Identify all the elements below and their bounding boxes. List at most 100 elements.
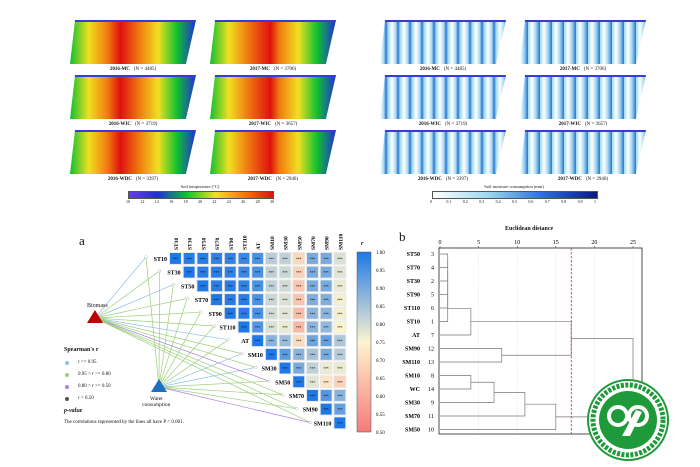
heatmap-cell [320, 335, 332, 347]
legend-entry: 0.95 > r >= 0.80 [78, 372, 111, 377]
significance-mark: *** [214, 284, 220, 289]
contour-panel [70, 20, 196, 64]
leaf-name: SM90 [405, 347, 420, 353]
significance-mark: *** [282, 284, 288, 289]
heatmap-cell [320, 294, 332, 305]
significance-mark: *** [241, 284, 247, 289]
panel-name: 2017-WIC [248, 122, 271, 127]
significance-mark: *** [214, 298, 220, 303]
panel-name: 2017-MC [249, 67, 270, 72]
x-tick-label: 15 [553, 240, 559, 246]
heatmap-cell [252, 266, 264, 278]
heatmap-cell [252, 294, 264, 305]
biomass-link [94, 317, 270, 382]
r-colorbar-tick: 0.60 [376, 395, 385, 400]
heatmap-cell [320, 376, 332, 388]
heatmap-cell [252, 307, 264, 319]
pvalue-note: The correlations represented by the line… [64, 420, 184, 425]
significance-mark: *** [228, 284, 234, 289]
leaf-id: 1 [431, 320, 434, 326]
leaf-name: SM30 [405, 401, 420, 407]
significance-mark: *** [255, 325, 261, 330]
significance-mark: *** [296, 270, 302, 275]
heatmap-cell [307, 390, 318, 401]
significance-mark: *** [241, 311, 247, 316]
significance-mark: *** [269, 311, 275, 316]
month-axis [380, 20, 506, 22]
significance-mark: *** [324, 366, 330, 371]
variable-node [226, 338, 230, 342]
colorbar-tick: 16 [169, 199, 174, 204]
panel-caption: 2016-MC (N = 4485) [373, 67, 513, 72]
panel-caption: 2016-MC (N = 4485) [63, 67, 203, 72]
leaf-name: WC [410, 387, 420, 393]
colorbar-tick: 28 [255, 199, 260, 204]
heatmap-cell [293, 266, 305, 278]
column-label: ST50 [201, 238, 207, 250]
heatmap-cell [265, 321, 277, 333]
contour-panel [520, 20, 646, 64]
significance-mark: *** [200, 257, 206, 262]
variable-node [308, 421, 312, 425]
panel-name: 2016-WIC [108, 122, 131, 127]
significance-mark: *** [200, 284, 206, 289]
colorbar-tick: 1 [594, 199, 596, 204]
heatmap-cell [334, 294, 346, 305]
biomass-triangle-icon [87, 310, 103, 323]
significance-mark: *** [214, 270, 220, 275]
leaf-id: 8 [431, 374, 434, 380]
heatmap-cell [293, 348, 305, 360]
significance-mark: *** [310, 380, 316, 385]
significance-mark: *** [324, 311, 330, 316]
heatmap-cell [238, 321, 250, 333]
r-colorbar-tick: 0.50 [376, 431, 385, 436]
heatmap-cell [224, 253, 236, 264]
heatmap-cell [307, 294, 318, 305]
colorbar-tick: 26 [241, 199, 246, 204]
leaf-name: ST70 [407, 266, 420, 272]
significance-mark: *** [310, 325, 316, 330]
significance-mark: *** [296, 311, 302, 316]
significance-mark: *** [228, 257, 234, 262]
colorbar-tick: 14 [154, 199, 159, 204]
row-label: SM90 [303, 408, 318, 414]
leaf-id: 5 [431, 293, 434, 299]
heatmap-cell [265, 294, 277, 305]
colorbar-tick: 24 [226, 199, 231, 204]
colorbar-tick: 20 [198, 199, 202, 204]
sample-count: (N = 2946) [585, 177, 609, 182]
row-label: ST30 [167, 271, 180, 277]
heatmap-cell [293, 321, 305, 333]
column-label: ST30 [188, 238, 194, 250]
biomass-link [94, 317, 229, 341]
legend-dot [65, 385, 69, 389]
heatmap-cell [224, 266, 236, 278]
panel-caption: 2017-WIC (N = 3657) [203, 122, 343, 127]
significance-mark: *** [173, 257, 179, 262]
heatmap-cell [265, 335, 277, 347]
significance-mark: *** [269, 284, 275, 289]
variable-node [267, 379, 271, 383]
heatmap-cell [320, 390, 332, 401]
leaf-name: SM70 [405, 414, 420, 420]
significance-mark: *** [310, 311, 316, 316]
significance-mark: *** [337, 366, 343, 371]
sample-count: (N = 3719) [134, 122, 158, 127]
significance-mark: *** [324, 407, 330, 412]
colorbar-tick: 0.5 [512, 199, 517, 204]
biomass-link [94, 284, 174, 319]
variable-node [212, 324, 217, 328]
significance-mark: *** [296, 325, 302, 330]
heatmap-cell [183, 253, 195, 264]
significance-mark: *** [337, 311, 343, 316]
heatmap-cell [279, 266, 291, 278]
row-label: SM110 [314, 421, 332, 427]
heatmap-cell [224, 294, 236, 305]
leaf-name: SM110 [402, 360, 420, 366]
panel-name: 2016-WIC [418, 122, 441, 127]
significance-mark: *** [310, 298, 316, 303]
significance-mark: *** [337, 270, 343, 275]
significance-mark: *** [255, 339, 261, 344]
contour-panel [210, 20, 336, 64]
